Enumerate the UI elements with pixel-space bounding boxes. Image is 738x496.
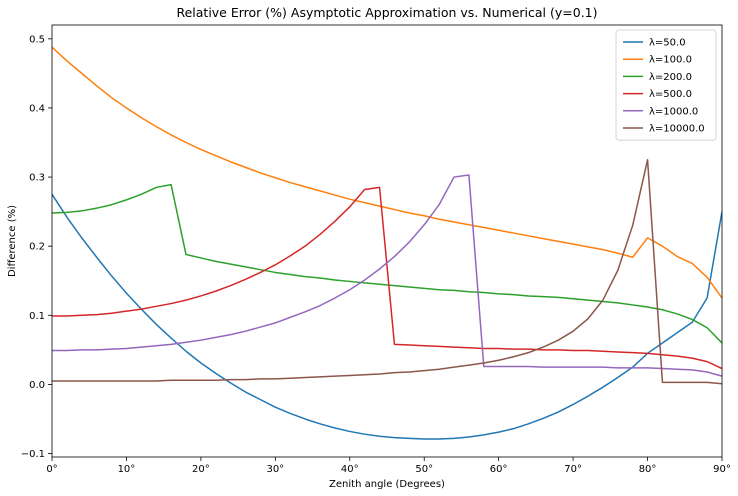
y-tick-label: 0.5 [29, 34, 45, 45]
x-tick-label: 0° [46, 464, 57, 475]
y-tick-label: 0.2 [29, 242, 45, 253]
x-tick-label: 80° [639, 464, 657, 475]
x-axis-label: Zenith angle (Degrees) [329, 479, 445, 490]
legend-label: λ=50.0 [649, 38, 686, 49]
series-line-5 [52, 159, 722, 385]
y-tick-label: 0.1 [29, 311, 45, 322]
x-tick-label: 10° [118, 464, 136, 475]
x-tick-label: 70° [564, 464, 582, 475]
x-axis: 0° 10° 20° 30° 40° 50° 60° 70° 80° 90° [46, 457, 731, 475]
legend-label: λ=1000.0 [649, 106, 698, 117]
y-axis: −0.1 0.0 0.1 0.2 0.3 0.4 0.5 [21, 34, 52, 460]
series-line-0 [52, 193, 722, 440]
x-tick-label: 40° [341, 464, 359, 475]
y-tick-label: −0.1 [21, 449, 45, 460]
legend-label: λ=100.0 [649, 55, 692, 66]
series-layer [52, 46, 722, 440]
series-line-3 [52, 186, 722, 370]
x-tick-label: 30° [266, 464, 284, 475]
legend-label: λ=200.0 [649, 72, 692, 83]
x-tick-label: 20° [192, 464, 210, 475]
plot-frame [51, 24, 723, 458]
chart-title: Relative Error (%) Asymptotic Approximat… [176, 5, 597, 20]
x-tick-label: 50° [415, 464, 433, 475]
y-tick-label: 0.0 [29, 380, 45, 391]
series-line-1 [52, 46, 722, 299]
y-tick-label: 0.3 [29, 173, 45, 184]
y-axis-label: Difference (%) [7, 205, 18, 277]
y-tick-label: 0.4 [29, 103, 45, 114]
series-line-2 [52, 183, 722, 344]
legend-label: λ=500.0 [649, 89, 692, 100]
legend-box [615, 29, 717, 141]
legend-label: λ=10000.0 [649, 124, 705, 135]
x-tick-label: 90° [713, 464, 731, 475]
series-line-4 [52, 174, 722, 377]
legend: λ=50.0 λ=100.0 λ=200.0 λ=500.0 λ=1000.0 λ=100… [615, 29, 717, 141]
x-tick-label: 60° [490, 464, 508, 475]
